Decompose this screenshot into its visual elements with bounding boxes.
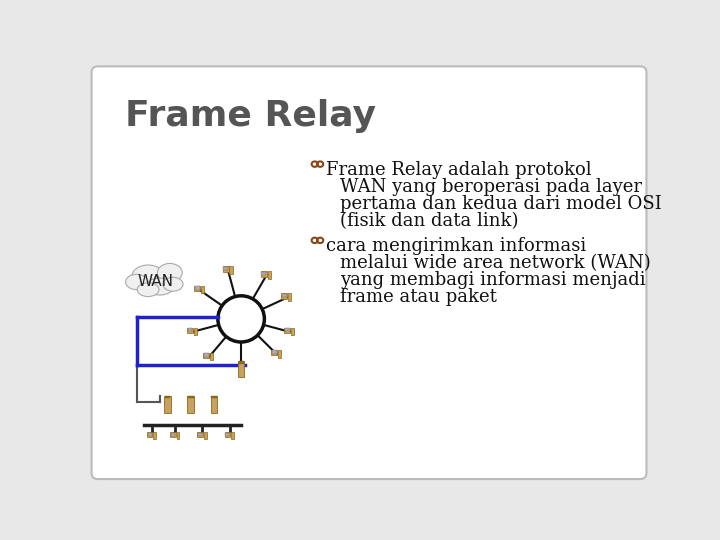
Bar xyxy=(210,353,213,361)
Bar xyxy=(197,433,203,437)
Text: Frame Relay: Frame Relay xyxy=(125,99,376,133)
Bar xyxy=(238,361,244,377)
Bar xyxy=(284,328,290,333)
Ellipse shape xyxy=(138,283,159,296)
Bar xyxy=(282,294,287,297)
Bar xyxy=(238,361,243,363)
Bar xyxy=(201,286,204,293)
Bar xyxy=(285,328,289,332)
Text: Frame Relay adalah protokol: Frame Relay adalah protokol xyxy=(326,161,592,179)
Bar xyxy=(231,433,234,439)
Bar xyxy=(272,350,276,354)
Bar xyxy=(171,433,176,437)
Text: (fisik dan data link): (fisik dan data link) xyxy=(340,212,518,230)
Text: melalui wide area network (WAN): melalui wide area network (WAN) xyxy=(340,254,650,272)
Bar xyxy=(204,433,207,439)
Ellipse shape xyxy=(163,278,183,291)
Bar xyxy=(225,433,230,436)
Ellipse shape xyxy=(218,296,264,342)
Ellipse shape xyxy=(126,274,148,289)
Bar xyxy=(268,271,271,279)
Bar xyxy=(230,266,233,274)
Bar xyxy=(187,396,194,413)
Text: cara mengirimkan informasi: cara mengirimkan informasi xyxy=(326,237,587,255)
Bar xyxy=(194,286,200,291)
Bar xyxy=(278,350,282,357)
Bar xyxy=(291,328,294,335)
Bar xyxy=(261,272,266,275)
Bar xyxy=(148,433,152,436)
Bar xyxy=(195,286,199,289)
Text: pertama dan kedua dari model OSI: pertama dan kedua dari model OSI xyxy=(340,195,661,213)
Bar xyxy=(176,433,179,439)
Bar xyxy=(194,328,197,335)
Bar xyxy=(204,353,209,357)
Bar xyxy=(147,433,153,437)
Bar xyxy=(187,328,193,333)
Bar xyxy=(165,396,171,399)
Ellipse shape xyxy=(145,278,174,295)
Bar xyxy=(171,433,175,436)
Bar xyxy=(188,328,192,332)
Bar xyxy=(203,353,210,359)
FancyBboxPatch shape xyxy=(91,66,647,479)
Bar xyxy=(261,271,267,276)
Bar xyxy=(153,433,156,439)
Bar xyxy=(198,433,202,436)
Bar xyxy=(282,293,287,299)
Bar xyxy=(211,396,217,399)
Bar xyxy=(222,266,229,272)
Ellipse shape xyxy=(132,265,164,288)
Bar xyxy=(225,433,230,437)
Text: frame atau paket: frame atau paket xyxy=(340,288,496,306)
Bar xyxy=(211,396,217,413)
Text: WAN: WAN xyxy=(138,274,174,289)
Ellipse shape xyxy=(158,264,182,282)
Bar xyxy=(164,396,171,413)
Text: yang membagi informasi menjadi: yang membagi informasi menjadi xyxy=(340,271,645,289)
Bar xyxy=(188,396,194,399)
Bar xyxy=(288,293,292,301)
Text: WAN yang beroperasi pada layer: WAN yang beroperasi pada layer xyxy=(340,178,642,196)
Bar xyxy=(223,267,228,270)
Bar xyxy=(271,350,277,355)
